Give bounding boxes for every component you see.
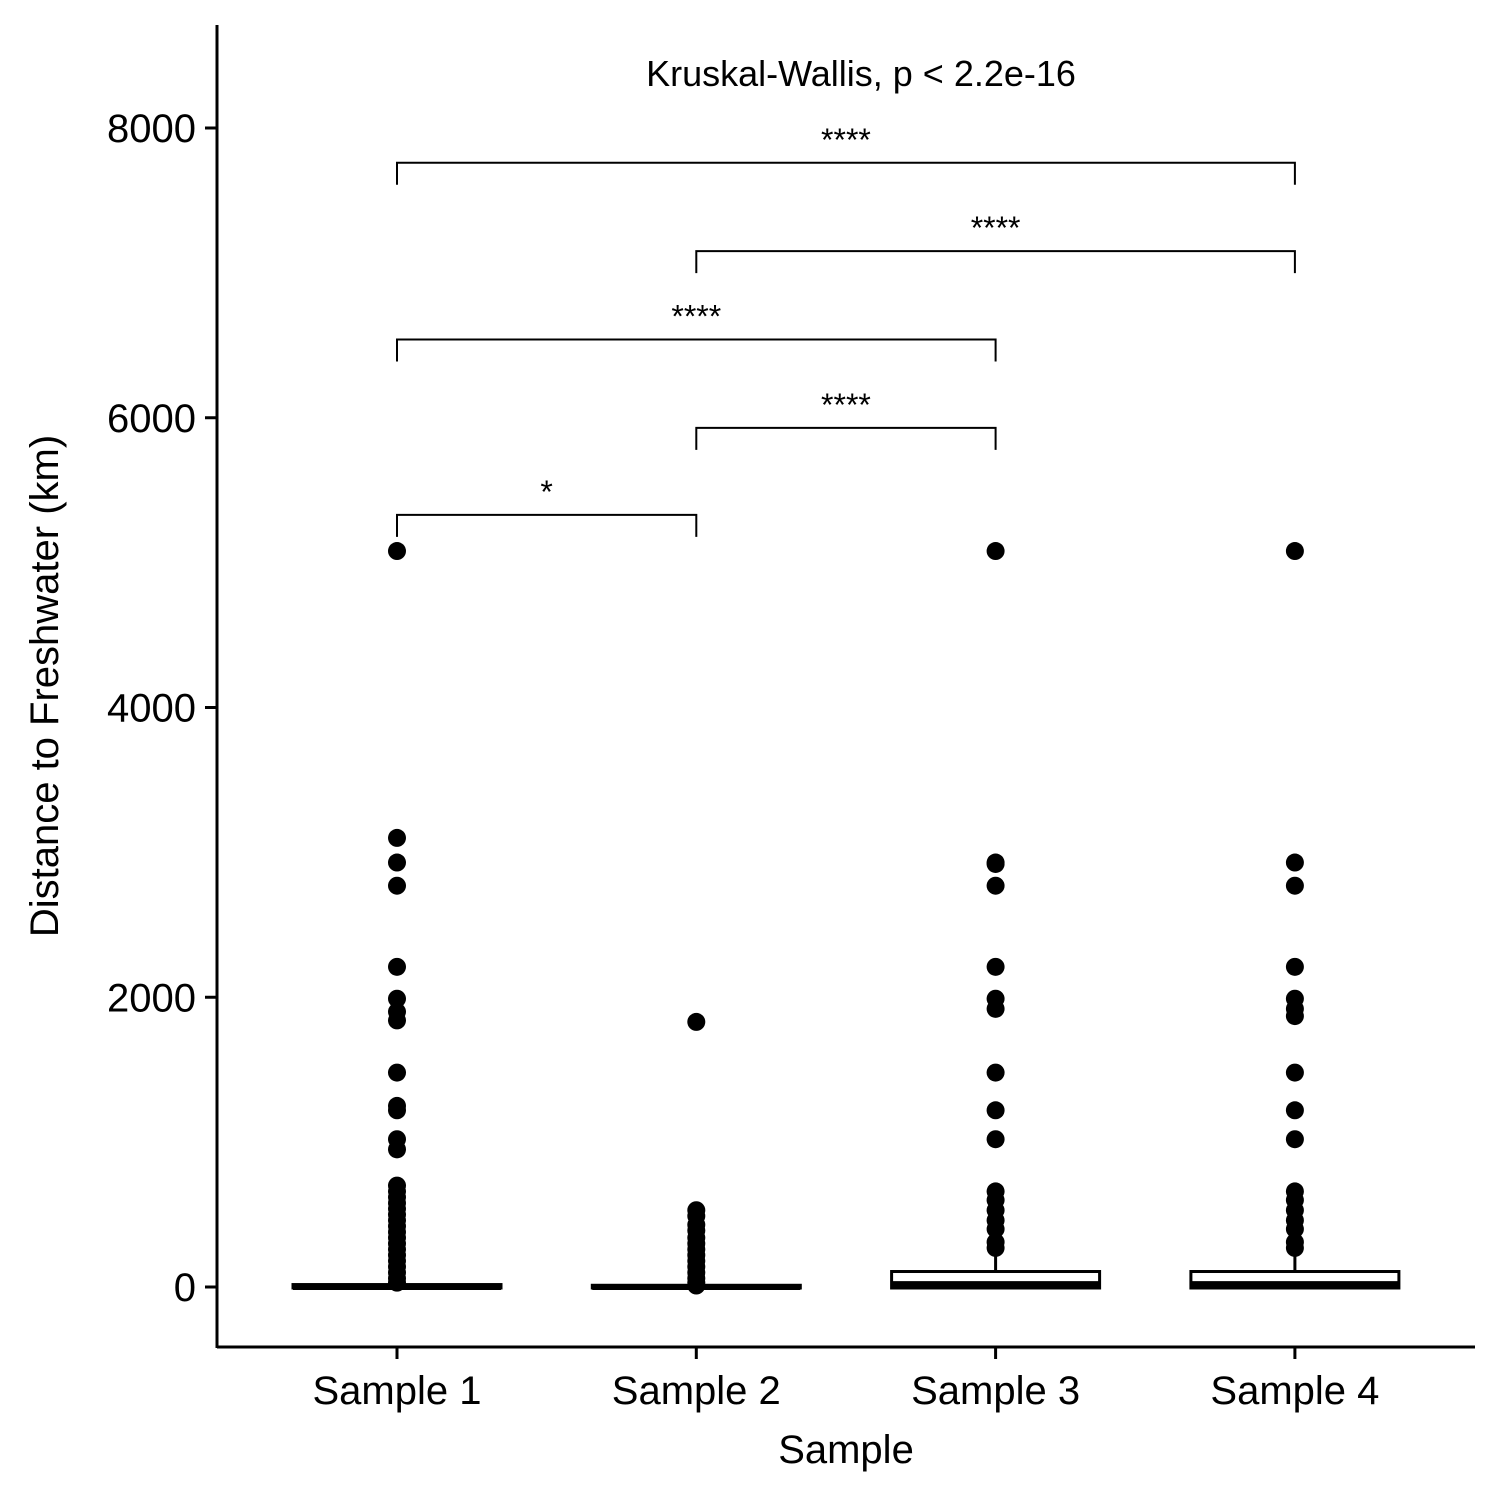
outlier-point [1285,542,1304,561]
significance-label: * [540,474,552,510]
comparison-brackets: ***************** [396,122,1296,537]
comparison-bracket: **** [695,210,1296,274]
outlier-point [986,1220,1005,1239]
outlier-point [388,828,406,847]
outlier-point [687,1276,706,1295]
outlier-point [986,854,1005,873]
outlier-point [986,1101,1005,1120]
significance-label: **** [821,387,871,423]
x-tick-label: Sample 3 [911,1369,1080,1413]
outlier-point [1285,957,1304,976]
y-tick-label: 8000 [107,107,196,151]
outlier-point [986,876,1005,895]
significance-label: **** [671,299,721,335]
outlier-point [1285,876,1304,895]
y-tick-label: 0 [174,1266,196,1310]
outlier-point [986,1063,1005,1082]
bracket-line [695,250,1296,274]
significance-label: **** [971,210,1021,246]
outlier-point [986,1130,1005,1149]
outlier-point [388,989,406,1008]
bracket-line [695,426,997,450]
bracket-line [396,161,1296,185]
outlier-point [388,876,406,895]
outlier-point [388,1273,406,1292]
outlier-point [1285,1007,1304,1026]
outlier-point [1285,1220,1304,1239]
y-tick-label: 2000 [107,976,196,1020]
bracket-line [396,513,698,537]
y-tick-label: 6000 [107,397,196,441]
significance-label: **** [821,122,871,158]
box-group [590,1012,802,1295]
outlier-point [986,542,1005,561]
y-tick-label: 4000 [107,687,196,731]
outlier-point [687,1012,706,1031]
outlier-point [1285,1063,1304,1082]
comparison-bracket: **** [695,387,997,450]
bracket-line [396,338,997,362]
outlier-point [388,957,406,976]
outlier-point [388,1011,406,1030]
comparison-bracket: **** [396,122,1296,185]
outlier-point [388,1140,406,1159]
x-tick-label: Sample 4 [1210,1369,1379,1413]
outlier-point [1285,1130,1304,1149]
box-group [291,542,503,1292]
y-ticks: 0 2000 4000 6000 8000 [107,107,217,1310]
test-label: Kruskal-Wallis, p < 2.2e-16 [646,53,1076,94]
outlier-point [1285,1101,1304,1120]
outlier-point [986,957,1005,976]
outlier-point [388,853,406,872]
outlier-point [1285,1238,1304,1257]
outlier-point [388,1063,406,1082]
comparison-bracket: **** [396,299,997,362]
boxes [291,542,1401,1295]
comparison-bracket: * [396,474,698,537]
outlier-point [388,542,406,561]
x-ticks: Sample 1 Sample 2 Sample 3 Sample 4 [313,1347,1379,1413]
x-tick-label: Sample 1 [313,1369,482,1413]
axes [215,25,1475,1349]
x-axis-title: Sample [778,1428,914,1472]
y-axis-title: Distance to Freshwater (km) [23,435,67,937]
box-group [1189,542,1401,1290]
outlier-point [1285,853,1304,872]
outlier-point [986,1238,1005,1257]
x-tick-label: Sample 2 [612,1369,781,1413]
box-group [890,542,1102,1290]
outlier-point [986,999,1005,1018]
outlier-point [388,1101,406,1120]
